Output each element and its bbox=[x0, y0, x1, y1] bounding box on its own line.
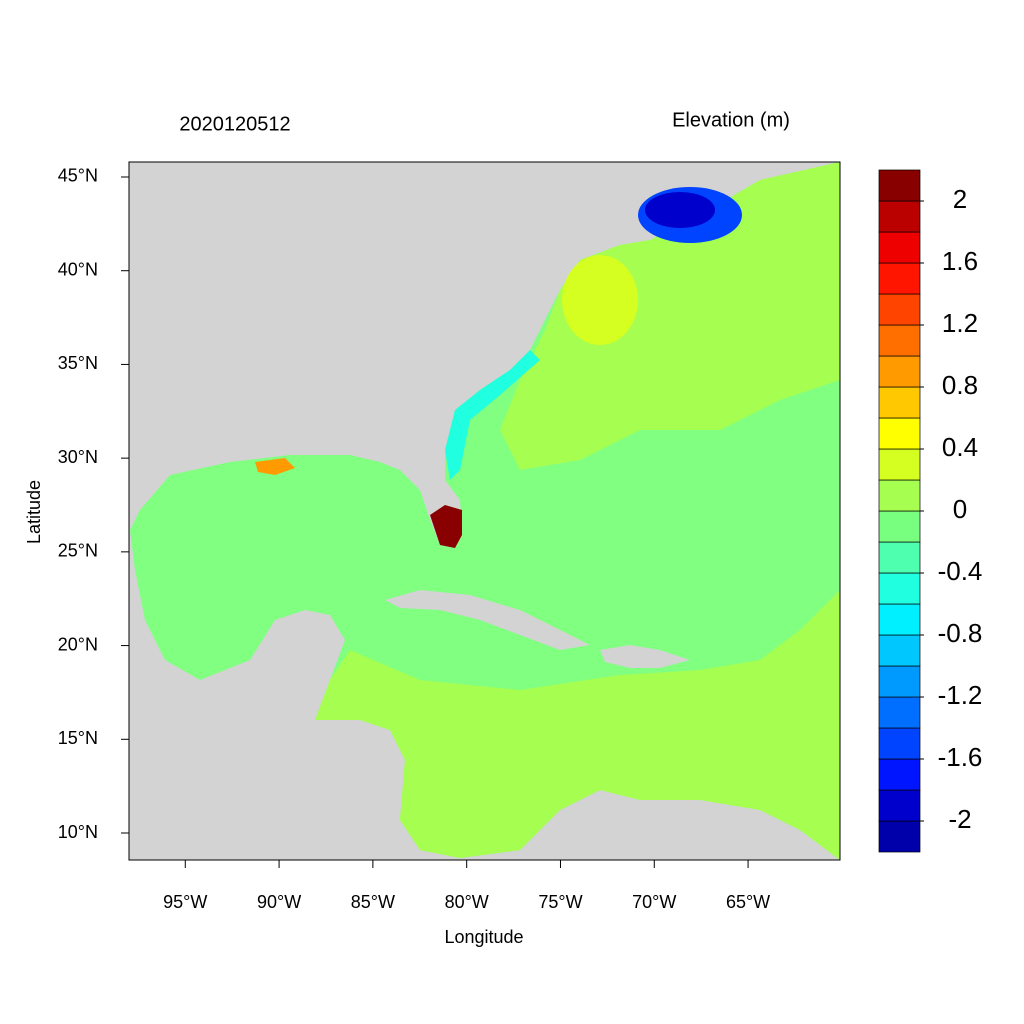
colorbar-box bbox=[878, 820, 921, 853]
colorbar-box bbox=[878, 727, 921, 760]
colorbar-tick-label: -1.2 bbox=[938, 680, 983, 710]
y-tick-label: 20°N bbox=[58, 634, 98, 654]
y-tick-label: 30°N bbox=[58, 447, 98, 467]
ocean-low-core bbox=[645, 192, 715, 228]
y-tick-label: 45°N bbox=[58, 166, 98, 186]
x-tick-label: 75°W bbox=[538, 892, 582, 912]
colorbar-tick-label: 0 bbox=[953, 494, 967, 524]
y-tick-label: 35°N bbox=[58, 353, 98, 373]
colorbar-box bbox=[878, 696, 921, 729]
colorbar-tick-label: -2 bbox=[948, 804, 971, 834]
colorbar-tick-label: -0.8 bbox=[938, 618, 983, 648]
shelf-low bbox=[445, 350, 540, 480]
colorbar-box bbox=[878, 386, 921, 419]
colorbar-box bbox=[878, 758, 921, 791]
colorbar-box bbox=[878, 541, 921, 574]
y-tick-label: 15°N bbox=[58, 728, 98, 748]
ocean-high-patch bbox=[562, 255, 638, 345]
x-axis-label: Longitude bbox=[444, 927, 523, 947]
colorbar-box bbox=[878, 603, 921, 636]
x-tick-label: 80°W bbox=[445, 892, 489, 912]
plot-frame bbox=[128, 161, 841, 861]
colorbar-box bbox=[878, 634, 921, 667]
florida-surge bbox=[430, 505, 462, 548]
colorbar-box bbox=[878, 262, 921, 295]
colorbar-box bbox=[878, 510, 921, 543]
y-axis-label: Latitude bbox=[24, 480, 44, 544]
cuba bbox=[385, 590, 590, 650]
colorbar-box bbox=[878, 665, 921, 698]
colorbar-tick-label: 1.2 bbox=[942, 308, 978, 338]
x-tick-label: 85°W bbox=[351, 892, 395, 912]
colorbar-tick-label: 2 bbox=[953, 184, 967, 214]
map bbox=[128, 161, 841, 861]
colorbar-tick-label: 1.6 bbox=[942, 246, 978, 276]
coast-surge bbox=[255, 458, 295, 475]
y-tick-label: 40°N bbox=[58, 259, 98, 279]
colorbar-box bbox=[878, 293, 921, 326]
colorbar-box bbox=[878, 572, 921, 605]
colorbar-box bbox=[878, 169, 921, 202]
x-tick-label: 70°W bbox=[632, 892, 676, 912]
colorbar-box bbox=[878, 231, 921, 264]
colorbar-box bbox=[878, 479, 921, 512]
colorbar-box bbox=[878, 200, 921, 233]
ocean-caribbean bbox=[315, 590, 840, 860]
colorbar-tick-label: 0.8 bbox=[942, 370, 978, 400]
colorbar-box bbox=[878, 324, 921, 357]
chart-title: 2020120512 bbox=[179, 113, 290, 135]
colorbar-box bbox=[878, 789, 921, 822]
colorbar-tick-label: 0.4 bbox=[942, 432, 978, 462]
colorbar-tick-label: -1.6 bbox=[938, 742, 983, 772]
colorbar-title: Elevation (m) bbox=[672, 109, 790, 131]
x-tick-label: 65°W bbox=[726, 892, 770, 912]
colorbar-box bbox=[878, 355, 921, 388]
ocean-north-atlantic bbox=[500, 162, 840, 470]
x-tick-label: 90°W bbox=[257, 892, 301, 912]
colorbar-box bbox=[878, 417, 921, 450]
hispaniola bbox=[600, 645, 690, 668]
y-tick-label: 10°N bbox=[58, 822, 98, 842]
x-tick-label: 95°W bbox=[163, 892, 207, 912]
colorbar-tick-label: -0.4 bbox=[938, 556, 983, 586]
colorbar-box bbox=[878, 448, 921, 481]
y-tick-label: 25°N bbox=[58, 541, 98, 561]
